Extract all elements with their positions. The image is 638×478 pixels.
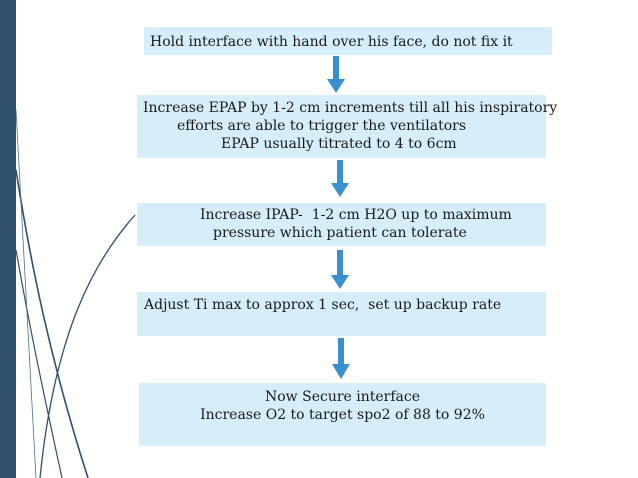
arrow-down-icon bbox=[331, 250, 349, 289]
step-1-text: Hold interface with hand over his face, … bbox=[150, 34, 513, 50]
step-3-box: Increase IPAP- 1-2 cm H2O up to maximum … bbox=[137, 203, 546, 246]
decorative-curves bbox=[15, 109, 136, 478]
step-3-line-1: Increase IPAP- 1-2 cm H2O up to maximum bbox=[200, 207, 512, 223]
arrow-down-icon bbox=[331, 160, 349, 197]
step-1-box: Hold interface with hand over his face, … bbox=[144, 27, 552, 55]
step-4-box: Adjust Ti max to approx 1 sec, set up ba… bbox=[137, 292, 546, 336]
step-5-line-1: Now Secure interface bbox=[264, 389, 421, 405]
step-2-line-3: EPAP usually titrated to 4 to 6cm bbox=[221, 136, 457, 152]
step-2-line-2: efforts are able to trigger the ventilat… bbox=[177, 118, 467, 134]
step-2-box: Increase EPAP by 1-2 cm increments till … bbox=[137, 95, 558, 158]
arrow-down-icon bbox=[332, 338, 350, 379]
arrow-down-icon bbox=[327, 56, 345, 93]
step-2-line-1: Increase EPAP by 1-2 cm increments till … bbox=[143, 100, 558, 116]
step-3-line-2: pressure which patient can tolerate bbox=[213, 225, 467, 241]
step-5-box: Now Secure interface Increase O2 to targ… bbox=[139, 383, 546, 446]
left-sidebar-bar bbox=[0, 0, 16, 478]
step-5-line-2: Increase O2 to target spo2 of 88 to 92% bbox=[200, 407, 485, 423]
step-4-text: Adjust Ti max to approx 1 sec, set up ba… bbox=[144, 297, 502, 313]
